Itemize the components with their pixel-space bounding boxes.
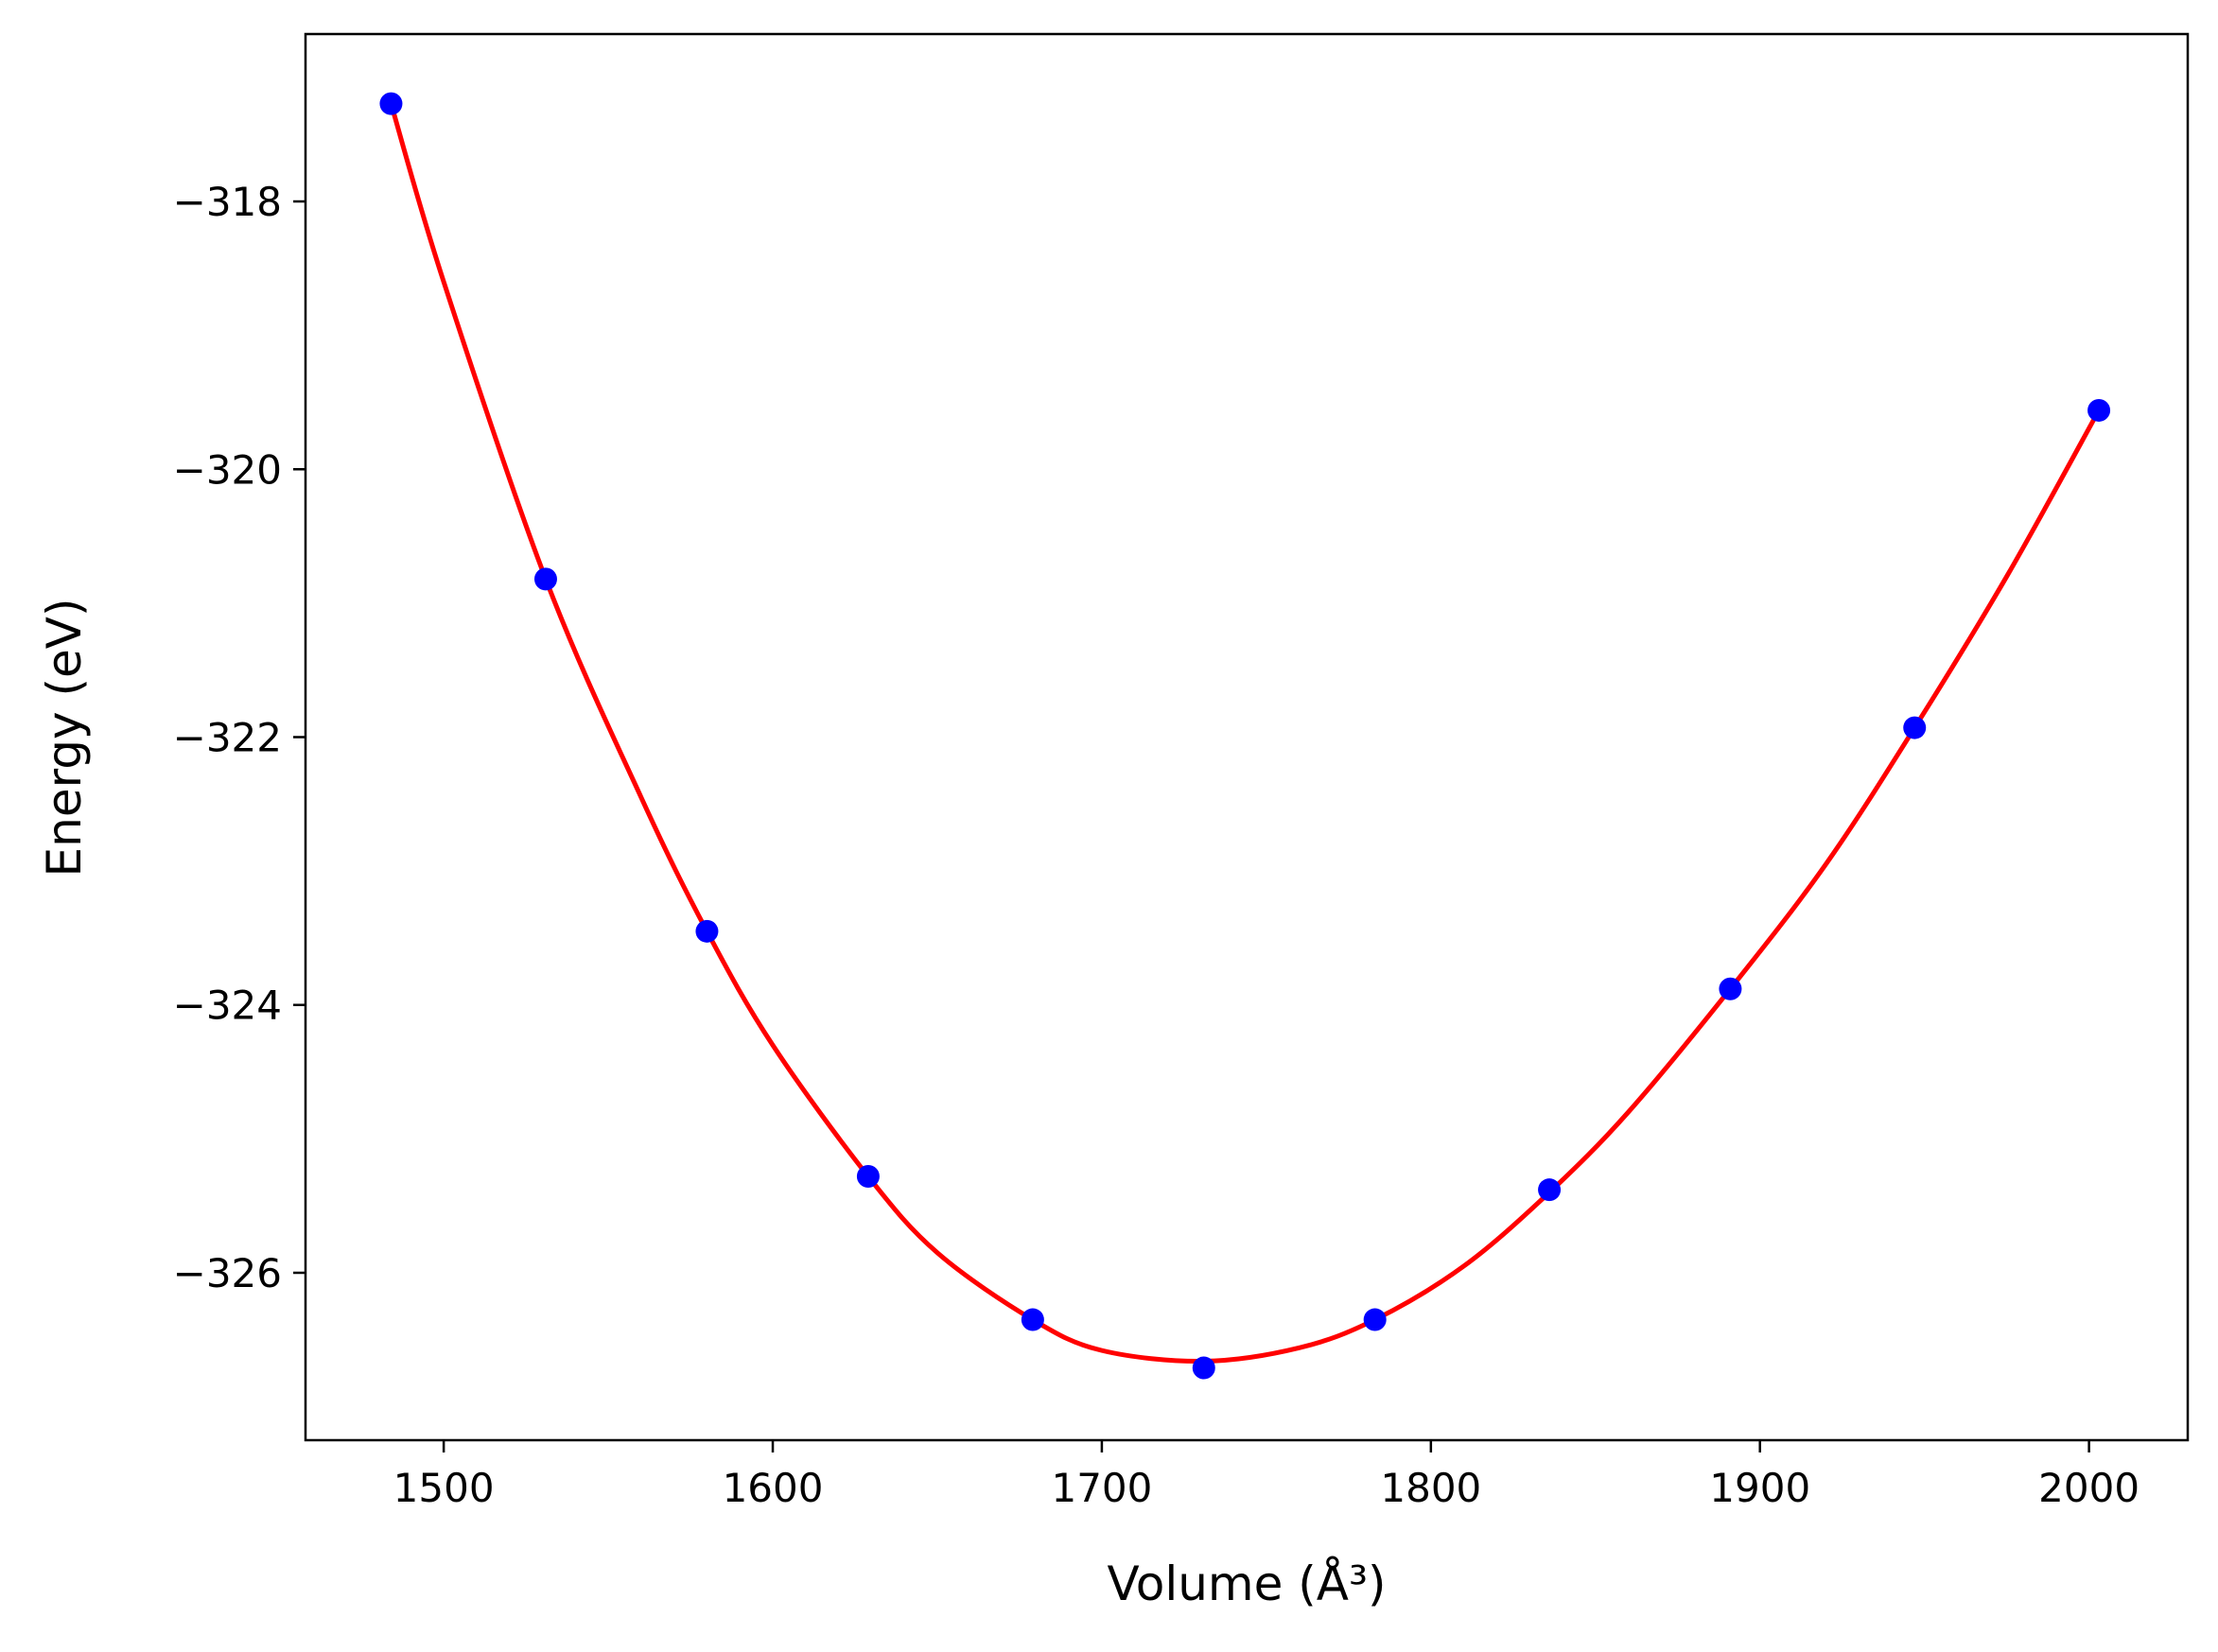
data-point xyxy=(1021,1308,1044,1331)
data-point xyxy=(1363,1308,1387,1331)
x-tick-label: 1600 xyxy=(723,1465,824,1511)
x-tick-label: 1700 xyxy=(1051,1465,1152,1511)
x-tick-label: 2000 xyxy=(2038,1465,2139,1511)
plot-frame xyxy=(304,32,2190,1442)
y-tick-label: −322 xyxy=(173,715,282,761)
y-tick-label: −320 xyxy=(173,446,282,493)
x-tick-label: 1500 xyxy=(393,1465,495,1511)
data-point xyxy=(695,919,719,943)
data-point xyxy=(856,1165,880,1189)
x-tick-label: 1800 xyxy=(1380,1465,1481,1511)
data-point xyxy=(1903,716,1927,739)
data-point xyxy=(1538,1178,1562,1202)
x-axis-label: Volume (Å³) xyxy=(1107,1556,1386,1611)
data-point xyxy=(2087,398,2111,422)
ticks-layer: 1500 1600 1700 1800 1900 2000 −318 −320 −322 −324… xyxy=(173,179,2139,1511)
x-tick-label: 1900 xyxy=(1709,1465,1810,1511)
marks-layer xyxy=(379,92,2111,1380)
data-point xyxy=(1719,977,1742,1000)
fit-curve xyxy=(389,102,2102,1364)
y-tick-label: −324 xyxy=(173,983,282,1029)
data-point xyxy=(379,92,403,115)
y-tick-label: −326 xyxy=(173,1250,282,1296)
y-tick-label: −318 xyxy=(173,179,282,225)
data-point xyxy=(1192,1356,1215,1380)
data-point xyxy=(533,567,557,591)
y-axis-label: Energy (eV) xyxy=(37,599,92,878)
